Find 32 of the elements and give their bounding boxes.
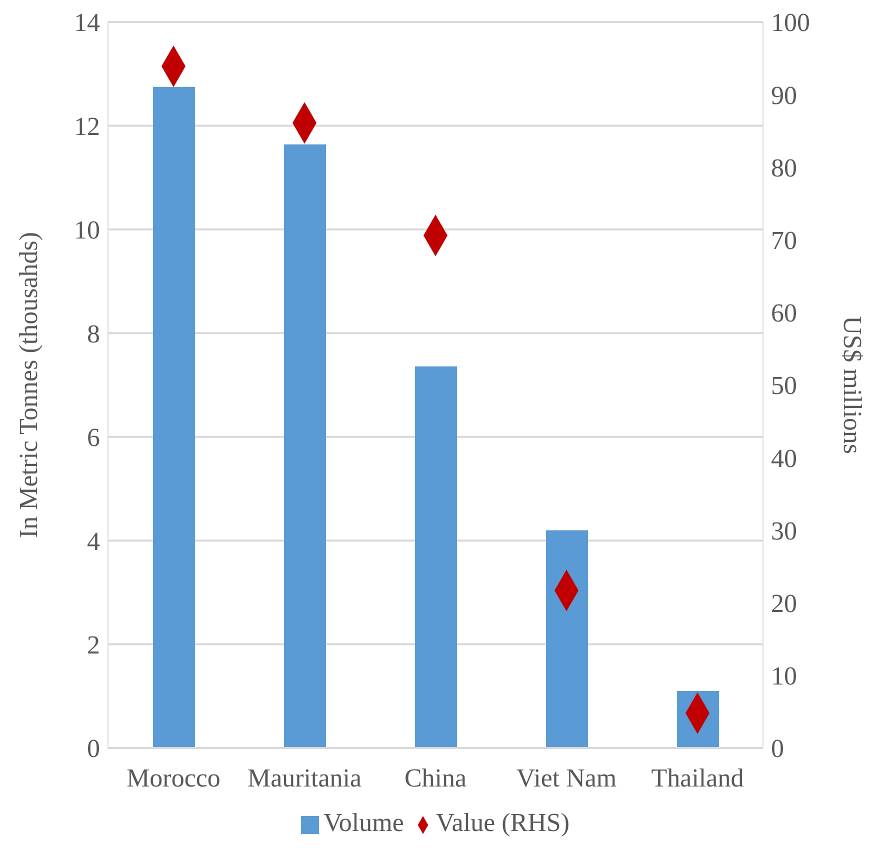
y2-tick-label: 0 (771, 734, 784, 764)
y2-tick-label: 50 (771, 371, 797, 400)
y2-tick-label: 10 (771, 662, 797, 691)
y2-tick-label: 40 (771, 444, 797, 473)
legend-label: Value (RHS) (436, 808, 570, 837)
bar (546, 530, 588, 748)
x-tick-label: Morocco (126, 763, 220, 792)
y2-tick-label: 30 (771, 516, 797, 546)
y-tick-label: 2 (87, 630, 100, 660)
y-tick-label: 4 (87, 526, 100, 556)
bar (415, 366, 457, 748)
y2-tick-label: 20 (771, 589, 797, 618)
y-tick-label: 14 (74, 8, 100, 38)
y-tick-label: 0 (87, 734, 100, 764)
y2-tick-label: 100 (771, 8, 810, 38)
y-tick-label: 6 (87, 423, 100, 452)
y-tick-label: 12 (74, 112, 100, 141)
bar (284, 144, 326, 748)
y2-tick-label: 90 (771, 80, 797, 110)
y-tick-label: 8 (87, 319, 100, 348)
x-tick-label: China (404, 763, 468, 792)
x-tick-label: Viet Nam (516, 763, 617, 792)
bar (153, 86, 195, 748)
y2-tick-label: 80 (771, 153, 797, 182)
x-tick-label: Mauritania (247, 763, 362, 792)
x-tick-label: Thailand (651, 763, 744, 792)
y-axis-title: In Metric Tonnes (thousahds) (14, 232, 44, 538)
y2-tick-label: 60 (771, 298, 797, 328)
legend-label: Volume (323, 808, 404, 837)
y2-axis-title: US$ millions (838, 316, 867, 454)
y-tick-label: 10 (74, 216, 100, 245)
y2-tick-label: 70 (771, 226, 797, 256)
